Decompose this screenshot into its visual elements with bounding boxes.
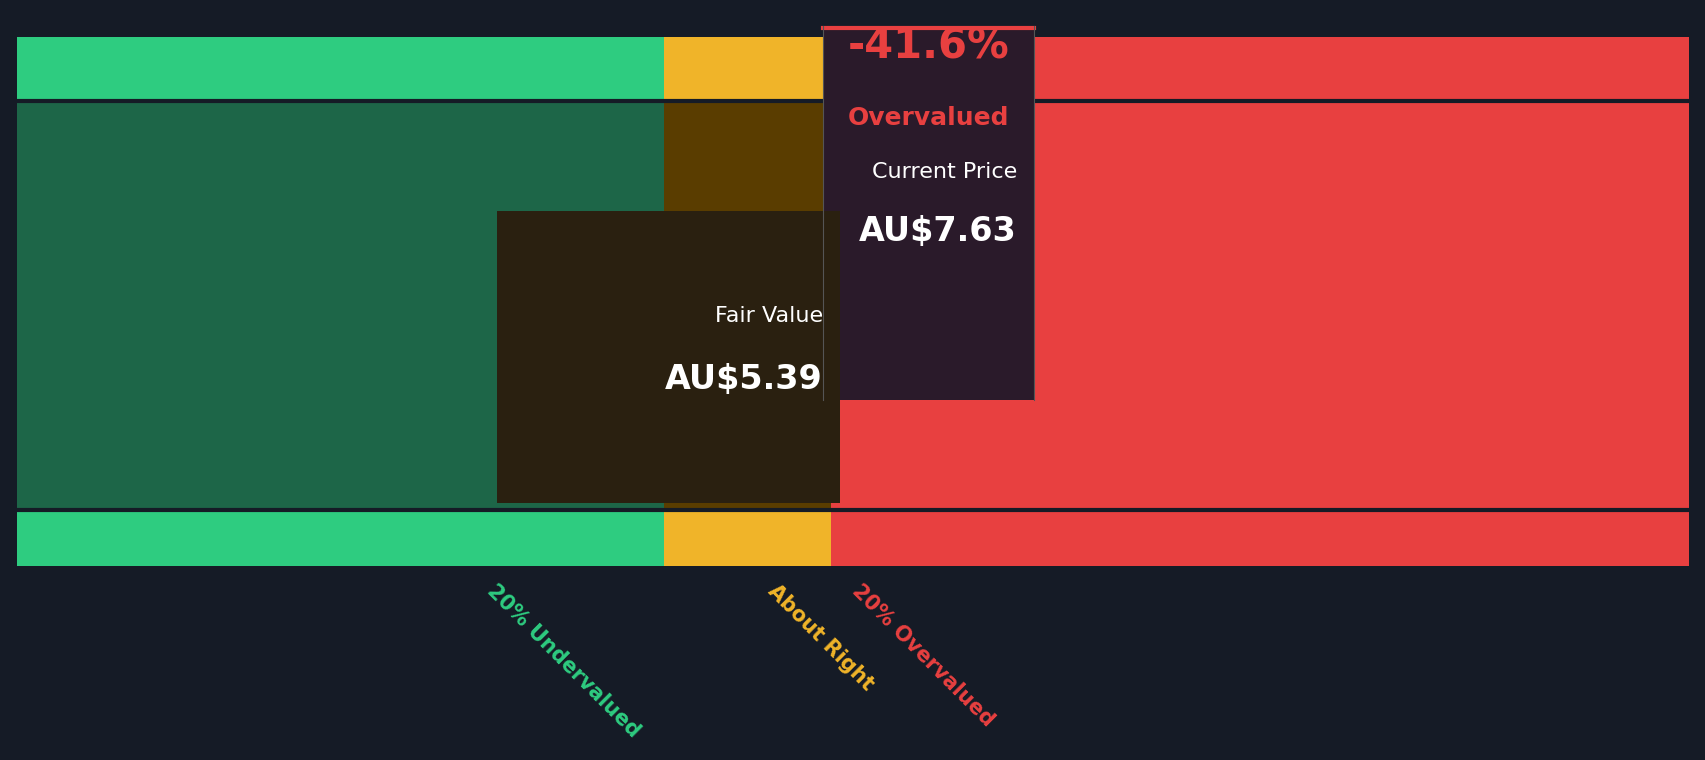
Bar bbox=[496, 211, 839, 503]
Bar bbox=[663, 101, 830, 511]
Bar bbox=[663, 37, 830, 101]
Text: Overvalued: Overvalued bbox=[847, 106, 1008, 131]
Bar bbox=[17, 511, 663, 566]
Text: Fair Value: Fair Value bbox=[714, 306, 822, 326]
Text: 20% Undervalued: 20% Undervalued bbox=[483, 581, 643, 742]
Bar bbox=[17, 37, 663, 101]
Bar bbox=[830, 511, 1688, 566]
Bar bbox=[17, 101, 663, 511]
Bar bbox=[663, 511, 830, 566]
Text: About Right: About Right bbox=[764, 581, 878, 695]
Text: -41.6%: -41.6% bbox=[847, 25, 1009, 67]
Text: 20% Overvalued: 20% Overvalued bbox=[847, 581, 997, 731]
Bar bbox=[830, 101, 1688, 511]
Text: AU$5.39: AU$5.39 bbox=[665, 363, 822, 396]
Text: AU$7.63: AU$7.63 bbox=[859, 215, 1016, 248]
Bar bbox=[830, 37, 1688, 101]
Text: Current Price: Current Price bbox=[871, 162, 1016, 182]
Bar bbox=[822, 27, 1033, 400]
